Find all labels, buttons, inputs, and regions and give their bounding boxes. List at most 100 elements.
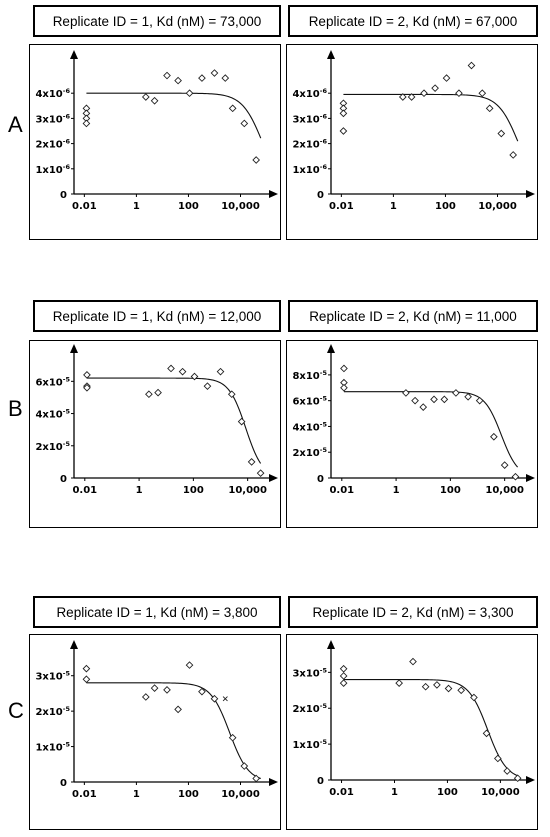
- data-point: [340, 383, 348, 392]
- x-tick-label: 0.01: [329, 201, 354, 212]
- x-tick-label: 1: [391, 787, 398, 798]
- x-tick-label: 1: [133, 789, 140, 800]
- data-point: [185, 661, 194, 669]
- y-tick-base: 4x10: [292, 89, 319, 100]
- x-tick-label: 100: [435, 201, 456, 212]
- data-point: [339, 679, 348, 687]
- data-point: [467, 61, 476, 70]
- data-point: [444, 684, 453, 693]
- data-point: [227, 390, 236, 399]
- data-point: [228, 104, 237, 113]
- y-tick-exponent: -5: [320, 446, 328, 454]
- data-point: [511, 472, 520, 481]
- data-point: [83, 383, 91, 392]
- y-tick-label: 0: [317, 190, 324, 201]
- y-tick-exponent: -6: [320, 87, 328, 95]
- data-point: [167, 364, 175, 373]
- y-tick-label: 2x10-6: [35, 138, 70, 151]
- y-tick-label: 4x10-5: [292, 420, 327, 433]
- y-tick-label: 1x10-6: [292, 163, 327, 176]
- data-point: [503, 767, 511, 775]
- x-tick-label: 100: [437, 787, 458, 798]
- y-tick-exponent: -5: [320, 666, 328, 674]
- x-tick-label: 0.01: [72, 201, 97, 212]
- y-tick-label: 4x10-6: [35, 87, 70, 100]
- y-axis-arrow: [327, 640, 335, 649]
- y-tick-exponent: -5: [320, 395, 328, 403]
- y-tick-exponent: -5: [63, 741, 71, 749]
- y-tick-label: 8x10-5: [292, 369, 327, 382]
- data-point: [490, 432, 498, 441]
- data-point: [482, 729, 491, 738]
- data-point: [83, 371, 91, 379]
- data-point: [398, 93, 407, 101]
- x-tick-label: 100: [183, 485, 204, 496]
- data-point: [198, 74, 206, 82]
- y-axis-arrow: [70, 640, 78, 649]
- excluded-point: [222, 696, 228, 702]
- chart-panel-c1: [29, 634, 281, 830]
- data-point: [339, 672, 348, 680]
- y-tick-label: 1x10-6: [35, 163, 70, 176]
- data-point: [252, 774, 261, 783]
- fit-curve: [343, 391, 519, 468]
- data-point: [339, 109, 348, 118]
- data-point: [339, 127, 348, 135]
- data-point: [433, 681, 441, 689]
- y-tick-label: 4x10-5: [35, 408, 70, 421]
- y-tick-label: 3x10-6: [35, 112, 70, 125]
- data-point: [478, 89, 487, 98]
- data-point: [252, 156, 261, 164]
- data-point: [178, 367, 187, 376]
- data-point: [256, 469, 265, 478]
- y-tick-base: 1x10: [35, 743, 62, 754]
- y-tick-exponent: -6: [320, 138, 328, 146]
- chart-title: Replicate ID = 2, Kd (nM) = 67,000: [288, 5, 538, 37]
- y-tick-exponent: -5: [63, 670, 71, 678]
- data-point: [464, 392, 472, 401]
- row-label-a: A: [8, 112, 23, 137]
- chart-panel-c2: [286, 634, 538, 830]
- x-tick-label: 1: [393, 485, 400, 496]
- x-tick-label: 1: [133, 201, 140, 212]
- data-point: [440, 395, 449, 404]
- y-tick-exponent: -5: [63, 375, 71, 383]
- data-point: [500, 461, 509, 469]
- y-tick-base: 2x10: [35, 442, 62, 453]
- y-tick-base: 2x10: [35, 707, 62, 718]
- x-axis-arrow: [269, 474, 278, 482]
- data-point: [210, 694, 219, 703]
- data-point: [240, 762, 249, 770]
- x-axis-arrow: [269, 190, 278, 198]
- y-tick-label: 2x10-5: [35, 440, 70, 453]
- y-tick-exponent: -6: [63, 163, 71, 171]
- data-point: [420, 89, 428, 98]
- data-point: [431, 84, 439, 92]
- x-tick-label: 1: [136, 485, 143, 496]
- y-tick-base: 6x10: [292, 397, 319, 408]
- y-tick-base: 4x10: [35, 89, 62, 100]
- x-tick-label: 10,000: [485, 485, 524, 496]
- data-point: [411, 396, 419, 405]
- data-point: [430, 395, 438, 404]
- y-tick-label: 2x10-5: [35, 705, 70, 718]
- data-point: [395, 679, 403, 687]
- data-point: [198, 687, 206, 696]
- y-tick-label: 3x10-6: [292, 112, 327, 125]
- data-point: [221, 74, 230, 82]
- chart-title: Replicate ID = 2, Kd (nM) = 11,000: [288, 300, 538, 332]
- y-tick-exponent: -6: [63, 138, 71, 146]
- x-axis-arrow: [526, 474, 535, 482]
- data-point: [470, 693, 478, 702]
- data-point: [154, 388, 162, 397]
- y-tick-exponent: -6: [63, 87, 71, 95]
- x-tick-label: 0.01: [329, 787, 354, 798]
- y-tick-label: 1x10-5: [35, 741, 70, 754]
- chart-panel-b2: [286, 340, 538, 528]
- y-tick-label: 0: [317, 776, 324, 787]
- data-point: [150, 96, 159, 105]
- y-tick-label: 2x10-6: [292, 138, 327, 151]
